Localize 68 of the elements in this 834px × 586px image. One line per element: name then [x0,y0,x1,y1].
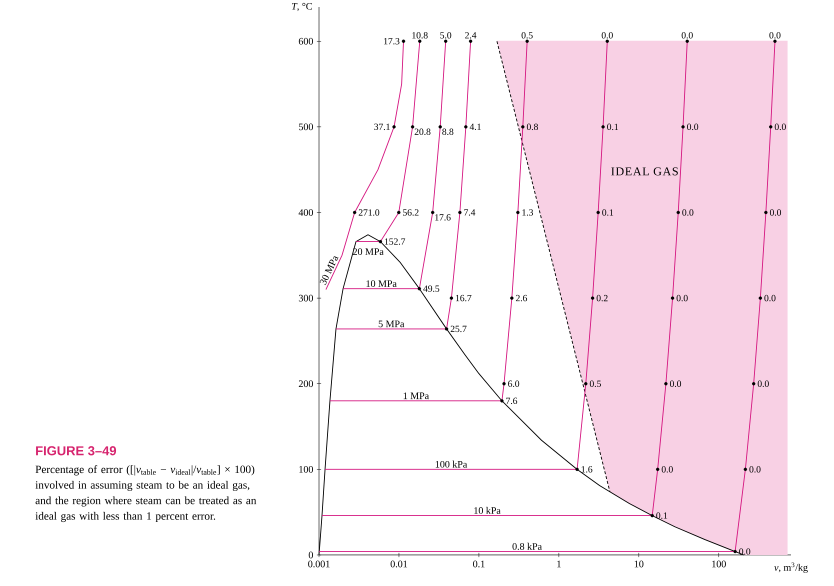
annotation: 2.4 [465,32,476,39]
text: Percentage of error ([|v$_{table}$ − v$_{ideal}$|/v$_{table}$] × 100) involved in assuming steam to be an ideal gas, and the region where steam can be treated as an ideal gas with less than 1 percent error. [35,465,256,522]
annotation: 7.6 [506,398,518,404]
text: 30 MPa [320,256,338,286]
annotation: 1.3 [522,209,534,216]
annotation: 0.8 [526,124,538,130]
x-tick-label: 1 [557,560,561,568]
annotation: 0.0 [670,380,682,387]
annotation: 25.7 [450,326,467,332]
text: FIGURE 3–49 [36,446,116,456]
y-tick-label: 200 [298,380,313,388]
annotation: 37.1 [374,124,390,130]
series-label: 1 MPa [404,392,429,400]
series-label: 0.8 kPa [512,542,542,550]
annotation: 0.5 [590,380,601,387]
annotation: 2.6 [516,294,528,302]
y-axis-title: T, °C [292,2,312,12]
annotation: 20.8 [414,128,430,135]
x-tick-label: 10 [634,560,644,568]
annotation: IDEAL GAS [611,167,678,176]
annotation: 0.0 [682,32,693,39]
x-tick-label: 0.1 [473,560,485,568]
annotation: 0.1 [607,124,618,130]
annotation: 0.1 [602,209,614,216]
x-tick-label: 100 [712,560,726,568]
annotation: 8.8 [442,128,454,135]
annotation: 0.1 [656,512,668,519]
annotation: 0.0 [758,380,769,387]
annotation: 0.2 [596,294,608,302]
x-tick-label: 0.001 [308,560,330,568]
y-tick-label: 300 [298,294,313,302]
annotation: 0.0 [739,548,750,555]
annotation: 0.0 [770,209,782,216]
annotation: 7.4 [464,209,476,216]
series-label: 20 MPa [352,248,384,256]
y-tick-label: 0 [308,552,313,558]
annotation: 17.6 [435,214,451,221]
series-label: 100 kPa [436,460,468,468]
y-tick-label: 500 [299,124,313,130]
annotation: 0.0 [769,32,781,39]
annotation: 1.6 [582,466,592,473]
y-tick-label: 400 [298,209,313,216]
annotation: 4.1 [470,124,481,130]
annotation: 17.3 [384,38,400,44]
annotation: 6.0 [508,380,520,387]
annotation: 0.0 [602,32,613,39]
annotation: 5.0 [440,32,452,39]
annotation: 0.0 [682,209,694,216]
annotation: 0.0 [687,124,698,130]
y-tick-label: 600 [298,38,313,45]
series-label: 5 MPa [378,320,404,328]
annotation: 0.0 [676,294,688,302]
y-tick-label: 100 [299,466,313,473]
annotation: 0.0 [749,466,761,473]
annotation: 0.0 [764,294,776,302]
annotation: 49.5 [423,285,440,292]
annotation: 0.5 [522,32,533,39]
series-label: 10 kPa [474,506,501,514]
series-label: 10 MPa [366,280,397,287]
x-tick-label: 0.01 [390,560,408,568]
annotation: 56.2 [403,209,419,216]
annotation: 271.0 [358,209,380,216]
annotation: 0.0 [774,124,786,130]
annotation: 10.8 [412,32,428,39]
annotation: 152.7 [384,238,406,245]
x-axis-title: v, m$^{3}$/kg [774,562,808,573]
annotation: 0.0 [662,466,673,473]
annotation: 16.7 [456,294,472,302]
